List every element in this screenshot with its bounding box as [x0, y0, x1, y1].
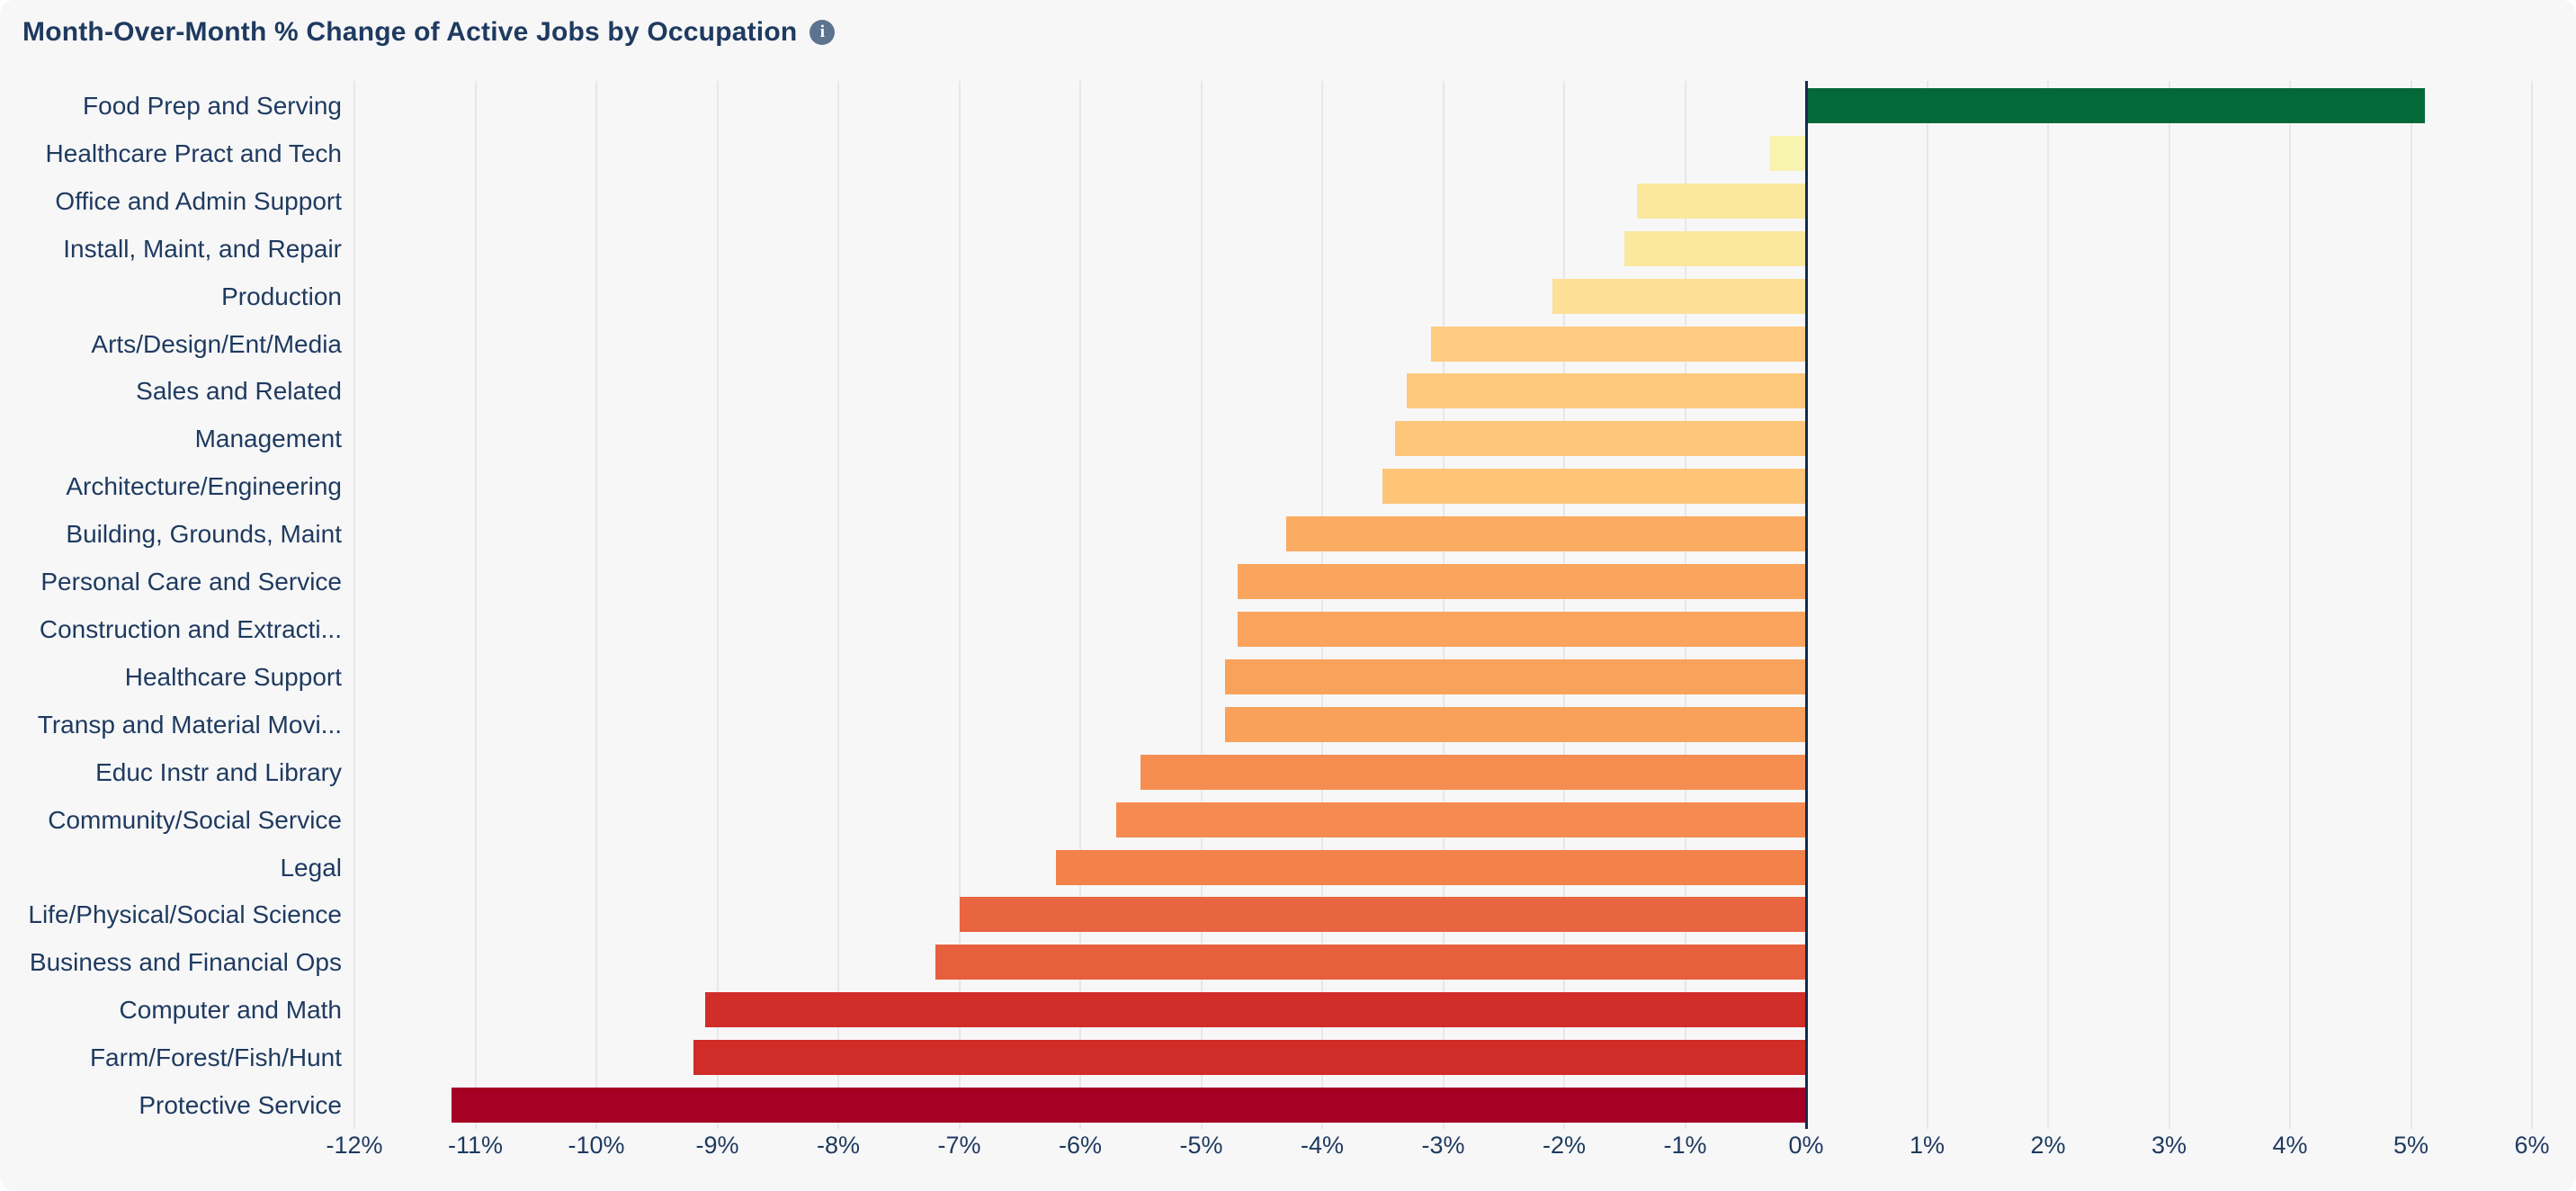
chart-title: Month-Over-Month % Change of Active Jobs…: [22, 17, 798, 47]
bar[interactable]: [1394, 421, 1806, 457]
bar[interactable]: [451, 1088, 1806, 1124]
x-axis: -12% -11% -10% -9% -8% -7% -6% -5% -4% -3% -2% -1% 0…: [0, 1132, 2576, 1168]
category-label: Healthcare Pract and Tech: [45, 139, 342, 167]
bar[interactable]: [1552, 278, 1806, 314]
gridline: [1321, 81, 1323, 1129]
x-tick-label: -9%: [695, 1132, 739, 1159]
x-tick-label: -11%: [447, 1132, 504, 1159]
category-label: Food Prep and Serving: [83, 92, 342, 120]
x-tick-label: -1%: [1663, 1132, 1707, 1159]
bar[interactable]: [1140, 754, 1806, 790]
bar[interactable]: [1624, 230, 1806, 266]
zero-axis-line: [1805, 81, 1808, 1129]
gridline: [2531, 81, 2533, 1129]
gridline: [958, 81, 961, 1129]
x-tick-label: 4%: [2272, 1132, 2308, 1159]
gridline: [2168, 81, 2170, 1129]
category-label: Transp and Material Movi...: [37, 710, 342, 739]
category-label: Personal Care and Service: [40, 568, 342, 596]
bar[interactable]: [1056, 849, 1806, 885]
category-label: Farm/Forest/Fish/Hunt: [89, 1043, 342, 1072]
bar[interactable]: [1636, 183, 1806, 219]
x-tick-label: 6%: [2514, 1132, 2550, 1159]
category-label: Healthcare Support: [124, 662, 342, 691]
x-tick-label: -5%: [1179, 1132, 1223, 1159]
x-tick-label: -7%: [937, 1132, 981, 1159]
bar[interactable]: [1285, 516, 1806, 552]
x-tick-label: -4%: [1300, 1132, 1344, 1159]
x-tick-label: 5%: [2393, 1132, 2429, 1159]
gridline: [2289, 81, 2291, 1129]
gridline: [1563, 81, 1565, 1129]
bar[interactable]: [705, 992, 1806, 1028]
category-label: Office and Admin Support: [55, 186, 342, 215]
x-tick-label: 2%: [2030, 1132, 2066, 1159]
category-label: Business and Financial Ops: [29, 948, 342, 977]
bar[interactable]: [1225, 706, 1806, 742]
category-label: Install, Maint, and Repair: [63, 234, 342, 263]
category-label: Protective Service: [139, 1091, 342, 1120]
bar[interactable]: [959, 897, 1806, 933]
category-label: Production: [221, 282, 342, 310]
category-label: Architecture/Engineering: [66, 472, 342, 501]
gridline: [1926, 81, 1928, 1129]
category-label: Community/Social Service: [48, 805, 342, 834]
gridline: [2047, 81, 2049, 1129]
gridline: [2410, 81, 2412, 1129]
gridline: [353, 81, 355, 1129]
bar[interactable]: [1237, 564, 1806, 600]
x-tick-label: -10%: [568, 1132, 625, 1159]
category-label: Construction and Extracti...: [39, 615, 342, 643]
bar[interactable]: [693, 1040, 1806, 1076]
category-label: Arts/Design/Ent/Media: [91, 329, 342, 358]
x-tick-label: 3%: [2151, 1132, 2187, 1159]
bar[interactable]: [1808, 88, 2425, 123]
gridline: [716, 81, 719, 1129]
gridline: [837, 81, 839, 1129]
gridline: [474, 81, 477, 1129]
bar[interactable]: [1225, 658, 1806, 694]
bar[interactable]: [1116, 801, 1806, 837]
category-label: Building, Grounds, Maint: [66, 520, 342, 549]
bar[interactable]: [1769, 135, 1806, 171]
bar[interactable]: [1382, 469, 1806, 505]
category-label: Life/Physical/Social Science: [28, 900, 342, 929]
chart-header: Month-Over-Month % Change of Active Jobs…: [22, 9, 836, 56]
gridline: [1442, 81, 1445, 1129]
x-tick-label: -3%: [1421, 1132, 1465, 1159]
gridline: [1684, 81, 1686, 1129]
x-tick-label: -2%: [1542, 1132, 1586, 1159]
x-tick-label: -6%: [1058, 1132, 1102, 1159]
category-label: Management: [194, 425, 342, 453]
x-tick-label: -12%: [326, 1132, 383, 1159]
category-label: Sales and Related: [136, 377, 342, 406]
bar[interactable]: [1431, 326, 1806, 362]
x-tick-label: -8%: [816, 1132, 860, 1159]
info-icon[interactable]: i: [809, 20, 836, 45]
category-label: Computer and Math: [119, 996, 342, 1025]
gridline: [595, 81, 597, 1129]
x-tick-label: 1%: [1909, 1132, 1945, 1159]
category-label: Educ Instr and Library: [95, 757, 342, 786]
bar[interactable]: [1407, 373, 1806, 409]
gridline: [1079, 81, 1081, 1129]
bar[interactable]: [935, 945, 1806, 981]
category-label: Legal: [280, 853, 342, 882]
gridline: [1200, 81, 1203, 1129]
x-tick-label: 0%: [1788, 1132, 1824, 1159]
plot-area: [353, 81, 2533, 1129]
bar[interactable]: [1237, 612, 1806, 647]
